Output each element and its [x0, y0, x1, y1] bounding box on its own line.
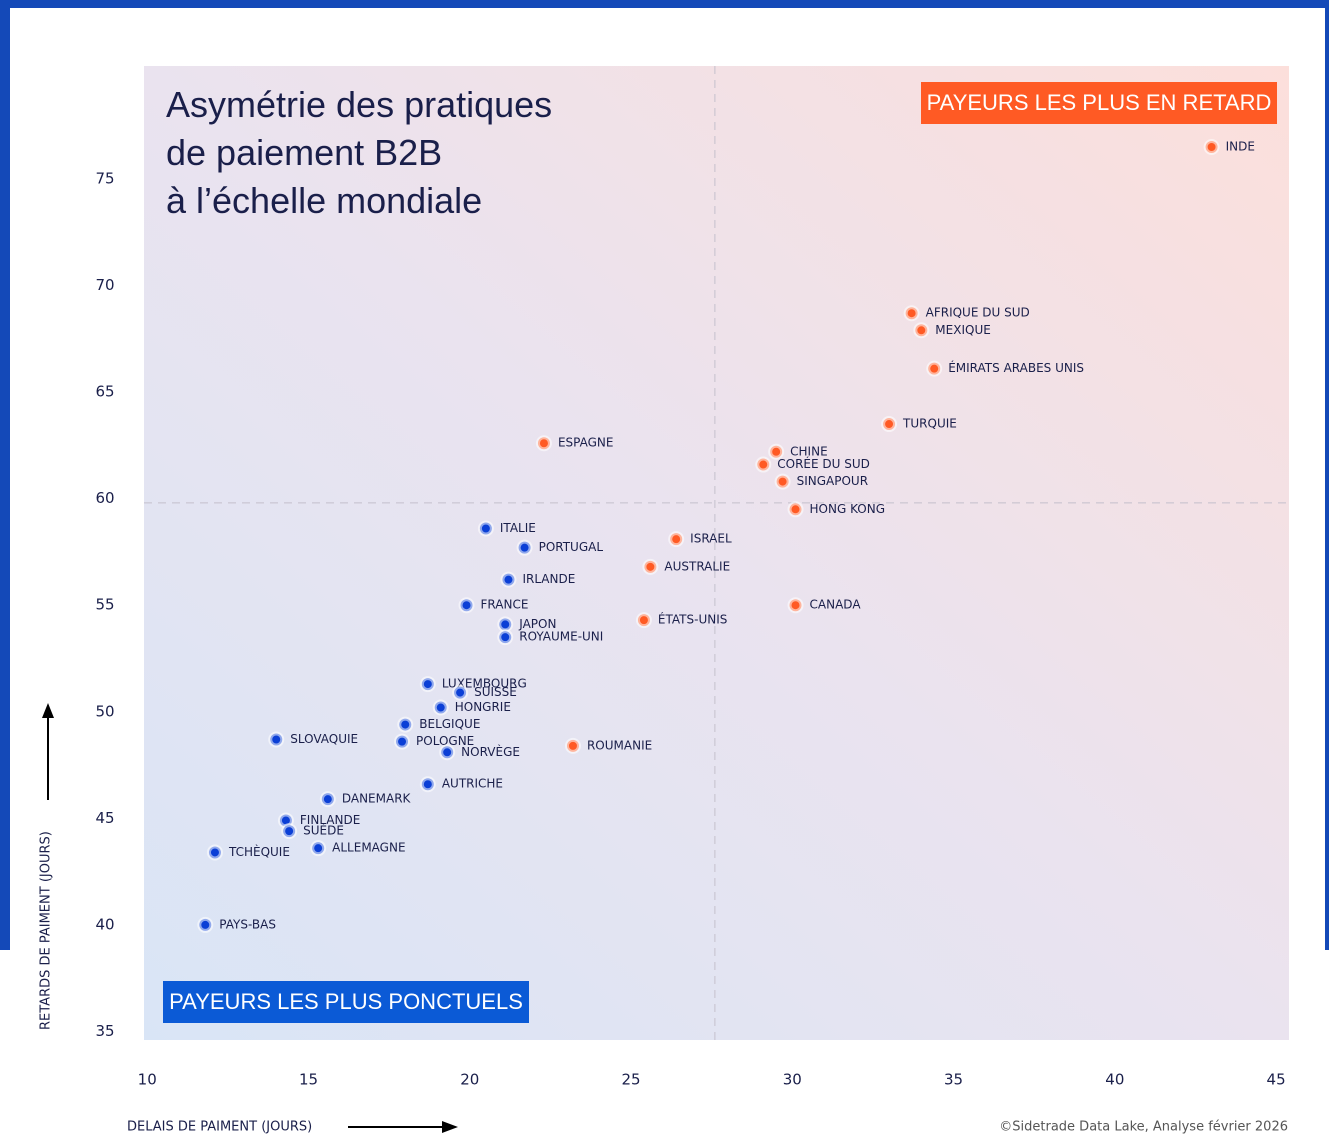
legend-label: PAYEURS LES PLUS EN RETARD	[927, 90, 1272, 115]
left-band	[0, 0, 10, 950]
point-label: ROYAUME-UNI	[519, 630, 603, 644]
point-label: ISRAEL	[690, 532, 732, 546]
point-label: SUÈDE	[303, 823, 344, 838]
point-label: TCHÈQUIE	[228, 844, 290, 859]
point-label: MEXIQUE	[935, 323, 991, 337]
point	[435, 702, 447, 714]
point	[502, 574, 514, 586]
y-axis-label: RETARDS DE PAIMENT (JOURS)	[39, 831, 54, 1030]
point	[270, 733, 282, 745]
point	[519, 542, 531, 554]
point	[928, 363, 940, 375]
chart-title: à l’échelle mondiale	[166, 180, 482, 221]
point	[670, 533, 682, 545]
x-tick-label: 30	[783, 1071, 802, 1089]
point-label: IRLANDE	[522, 572, 575, 586]
top-band	[0, 0, 1329, 8]
y-tick-label: 55	[95, 596, 114, 614]
point	[199, 919, 211, 931]
point-label: TURQUIE	[902, 417, 957, 431]
y-tick-label: 45	[95, 809, 114, 827]
point	[441, 746, 453, 758]
y-tick-label: 35	[95, 1022, 114, 1040]
point	[499, 631, 511, 643]
point-label: ALLEMAGNE	[332, 841, 405, 855]
point-label: SUISSE	[474, 685, 517, 699]
right-band	[1325, 0, 1329, 950]
point-label: ESPAGNE	[558, 436, 614, 450]
point	[567, 740, 579, 752]
point-label: CANADA	[810, 598, 862, 612]
x-tick-label: 15	[299, 1071, 318, 1089]
point	[312, 842, 324, 854]
x-tick-label: 45	[1267, 1071, 1286, 1089]
point	[538, 437, 550, 449]
point	[422, 778, 434, 790]
point	[499, 618, 511, 630]
point	[777, 476, 789, 488]
arrow-head	[442, 1121, 458, 1133]
point	[790, 599, 802, 611]
point-label: PORTUGAL	[539, 540, 604, 554]
y-tick-label: 70	[95, 276, 114, 294]
y-tick-label: 50	[95, 702, 114, 720]
point-label: ÉMIRATS ARABES UNIS	[948, 360, 1084, 375]
chart-title: Asymétrie des pratiques	[166, 84, 552, 125]
legend-label: PAYEURS LES PLUS PONCTUELS	[169, 989, 523, 1014]
point	[757, 459, 769, 471]
point-label: BELGIQUE	[419, 717, 480, 731]
point	[454, 687, 466, 699]
point	[209, 846, 221, 858]
x-tick-label: 35	[944, 1071, 963, 1089]
point-label: FRANCE	[481, 598, 529, 612]
point-label: HONGRIE	[455, 700, 511, 714]
point	[422, 678, 434, 690]
point	[1206, 141, 1218, 153]
point	[638, 614, 650, 626]
point	[283, 825, 295, 837]
point	[906, 307, 918, 319]
point-label: NORVÈGE	[461, 744, 520, 759]
point-label: AUTRICHE	[442, 777, 503, 791]
y-tick-label: 65	[95, 383, 114, 401]
chart-title: de paiement B2B	[166, 132, 442, 173]
point-label: PAYS-BAS	[219, 917, 276, 931]
point-label: ÉTATS-UNIS	[658, 612, 727, 627]
point-label: ROUMANIE	[587, 738, 652, 752]
point	[480, 522, 492, 534]
chart: Asymétrie des pratiques de paiement B2B …	[0, 0, 1329, 1140]
source: ©Sidetrade Data Lake, Analyse février 20…	[999, 1120, 1288, 1135]
x-tick-label: 40	[1105, 1071, 1124, 1089]
point-label: ITALIE	[500, 521, 536, 535]
x-axis-label: DELAIS DE PAIMENT (JOURS)	[127, 1120, 312, 1135]
point	[461, 599, 473, 611]
point-label: AFRIQUE DU SUD	[926, 306, 1030, 320]
point-label: AUSTRALIE	[664, 559, 730, 573]
x-tick-label: 25	[621, 1071, 640, 1089]
point-label: SLOVAQUIE	[290, 732, 358, 746]
point	[915, 324, 927, 336]
point	[396, 736, 408, 748]
point-label: CORÉE DU SUD	[777, 456, 870, 471]
point	[790, 503, 802, 515]
point	[322, 793, 334, 805]
point-label: INDE	[1226, 139, 1255, 153]
arrow-head	[42, 703, 54, 718]
point	[883, 418, 895, 430]
point-label: HONG KONG	[810, 502, 886, 516]
point-label: DANEMARK	[342, 792, 412, 806]
point-label: SINGAPOUR	[797, 474, 868, 488]
point	[644, 561, 656, 573]
x-tick-label: 10	[138, 1071, 157, 1089]
y-tick-label: 75	[95, 169, 114, 187]
point	[399, 719, 411, 731]
y-tick-label: 40	[95, 915, 114, 933]
x-tick-label: 20	[460, 1071, 479, 1089]
y-tick-label: 60	[95, 489, 114, 507]
point	[770, 446, 782, 458]
